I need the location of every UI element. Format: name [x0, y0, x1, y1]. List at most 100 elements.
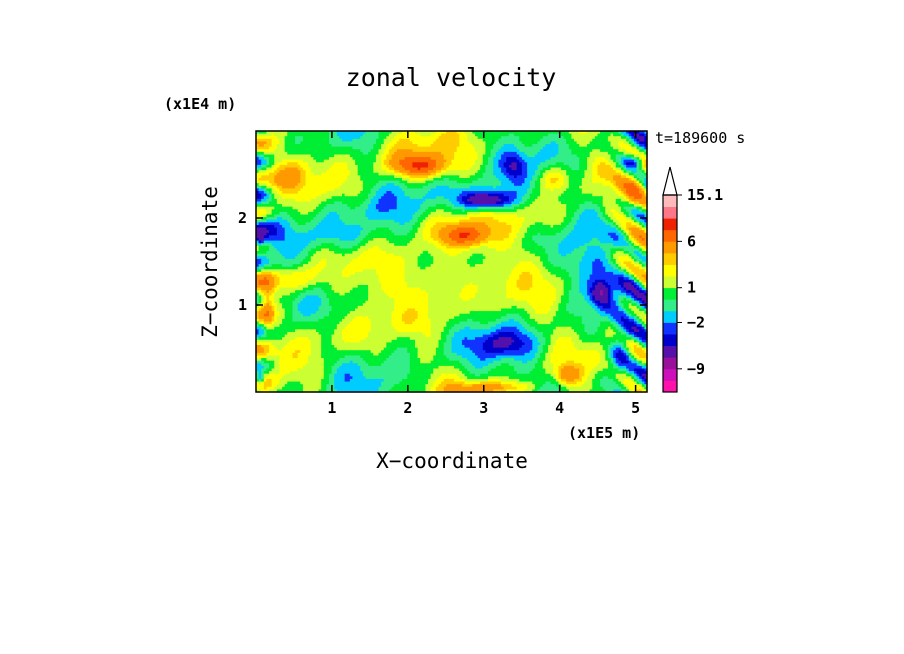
contour-cell: [271, 167, 275, 171]
contour-cell: [547, 180, 552, 184]
contour-cell: [256, 144, 260, 148]
contour-cell: [639, 177, 643, 182]
contour-cell: [615, 133, 619, 137]
contour-cell: [334, 159, 338, 163]
contour-cell: [383, 133, 387, 137]
contour-cell: [263, 138, 268, 143]
contour-cell: [600, 133, 604, 137]
contour-cell: [415, 162, 419, 166]
contour-cell: [459, 159, 463, 163]
contour-cell: [305, 177, 309, 182]
contour-cell: [386, 136, 390, 140]
contour-cell: [357, 175, 361, 179]
contour-cell: [321, 151, 325, 156]
contour-cell: [467, 175, 471, 179]
contour-cell: [326, 170, 330, 174]
contour-cell: [613, 154, 617, 158]
contour-cell: [558, 162, 562, 166]
contour-cell: [289, 162, 294, 166]
contour-cell: [482, 157, 486, 161]
contour-cell: [422, 136, 427, 140]
contour-cell: [529, 141, 533, 145]
contour-cell: [560, 144, 565, 148]
contour-cell: [501, 131, 505, 135]
contour-cell: [292, 149, 296, 153]
contour-cell: [537, 177, 541, 182]
contour-cell: [289, 146, 294, 150]
contour-cell: [428, 141, 432, 145]
contour-cell: [420, 175, 424, 179]
contour-cell: [477, 136, 481, 140]
contour-cell: [297, 162, 301, 166]
contour-cell: [493, 154, 497, 158]
contour-cell: [524, 149, 528, 153]
contour-cell: [373, 157, 377, 161]
contour-cell: [550, 170, 554, 174]
contour-cell: [527, 141, 531, 145]
contour-cell: [446, 164, 450, 169]
contour-cell: [490, 138, 494, 143]
contour-cell: [300, 175, 304, 179]
contour-cell: [597, 175, 601, 179]
contour-cell: [579, 133, 583, 137]
contour-cell: [396, 144, 400, 148]
contour-cell: [514, 136, 518, 140]
contour-cell: [344, 141, 348, 145]
contour-cell: [375, 159, 380, 163]
contour-cell: [545, 136, 549, 140]
contour-cell: [571, 157, 575, 161]
contour-cell: [480, 141, 484, 145]
contour-cell: [355, 172, 359, 176]
contour-cell: [370, 149, 374, 153]
contour-cell: [623, 164, 627, 169]
contour-cell: [276, 180, 281, 184]
contour-cell: [532, 141, 536, 145]
contour-cell: [605, 164, 609, 169]
contour-cell: [574, 162, 578, 166]
contour-cell: [438, 146, 442, 150]
contour-cell: [428, 133, 432, 137]
contour-cell: [279, 183, 283, 187]
contour-cell: [378, 164, 382, 169]
contour-cell: [493, 144, 497, 148]
contour-cell: [417, 136, 421, 140]
contour-cell: [388, 144, 393, 148]
contour-cell: [284, 177, 288, 182]
contour-cell: [287, 131, 291, 135]
contour-cell: [584, 162, 588, 166]
contour-cell: [321, 154, 325, 158]
contour-cell: [574, 141, 578, 145]
contour-cell: [409, 136, 413, 140]
contour-cell: [318, 138, 322, 143]
contour-cell: [326, 136, 330, 140]
contour-cell: [342, 164, 346, 169]
contour-cell: [532, 151, 536, 156]
contour-cell: [334, 144, 338, 148]
contour-cell: [521, 154, 526, 158]
contour-cell: [464, 170, 468, 174]
contour-cell: [318, 157, 322, 161]
contour-cell: [352, 164, 356, 169]
contour-cell: [401, 131, 406, 135]
contour-cell: [365, 177, 369, 182]
contour-cell: [256, 159, 260, 163]
contour-cell: [605, 133, 609, 137]
contour-cell: [542, 133, 546, 137]
contour-cell: [446, 144, 450, 148]
contour-cell: [605, 159, 609, 163]
contour-cell: [464, 141, 468, 145]
contour-cell: [514, 151, 518, 156]
contour-cell: [368, 157, 372, 161]
contour-cell: [615, 170, 619, 174]
contour-cell: [628, 170, 632, 174]
contour-cell: [394, 180, 398, 184]
contour-cell: [626, 159, 630, 163]
contour-cell: [409, 172, 413, 176]
contour-cell: [568, 164, 573, 169]
contour-cell: [287, 180, 291, 184]
contour-cell: [315, 138, 320, 143]
contour-cell: [433, 159, 437, 163]
contour-cell: [594, 144, 599, 148]
contour-cell: [362, 131, 367, 135]
contour-cell: [461, 149, 466, 153]
